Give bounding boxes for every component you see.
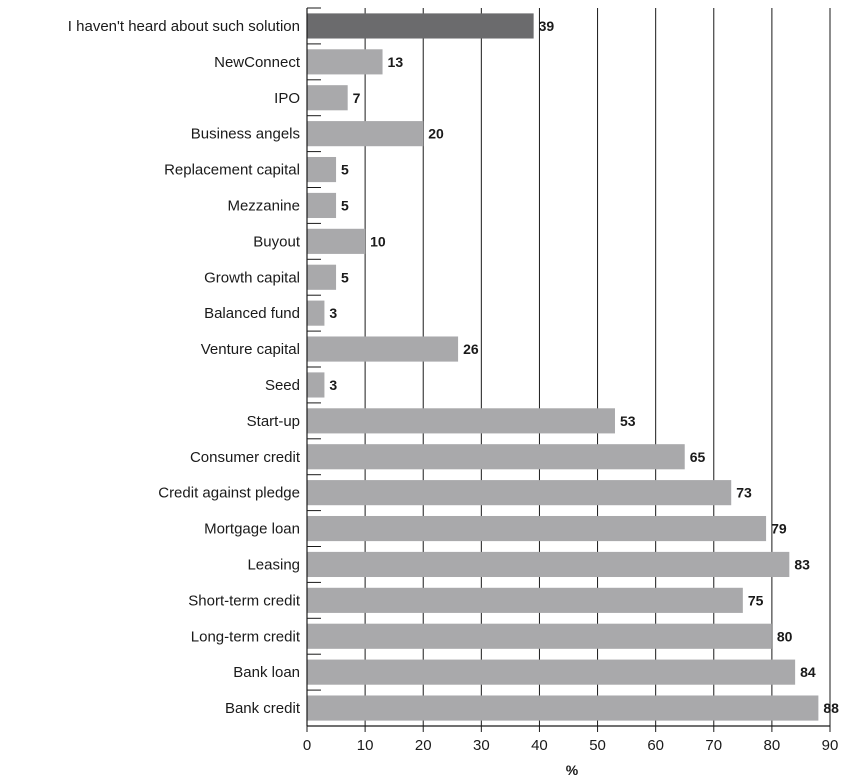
- data-label: 53: [620, 413, 636, 429]
- data-label: 80: [777, 628, 793, 644]
- data-label: 7: [353, 90, 361, 106]
- bar: [307, 551, 790, 578]
- axes: 0 10 20 30 40 50 60 70 80 90: [303, 7, 839, 754]
- bar: [307, 659, 796, 685]
- bar: [307, 85, 348, 111]
- category-label: I haven't heard about such solution: [68, 18, 300, 35]
- bar: [307, 300, 325, 326]
- data-label: 10: [370, 233, 386, 249]
- bar: [307, 480, 732, 506]
- x-tick-label: 90: [822, 737, 839, 754]
- category-label: Business angels: [191, 126, 300, 143]
- bar: [307, 336, 459, 362]
- x-tick-label: 80: [764, 737, 781, 754]
- data-label: 26: [463, 341, 479, 357]
- bars: [307, 13, 819, 721]
- category-label: Mezzanine: [227, 197, 300, 214]
- bar: [307, 623, 772, 649]
- data-label: 83: [794, 556, 810, 572]
- category-label: Start-up: [247, 413, 300, 430]
- category-label: Buyout: [253, 233, 301, 250]
- bar: [307, 228, 366, 254]
- category-label: Replacement capital: [164, 162, 300, 179]
- x-tick-label: 10: [357, 737, 374, 754]
- x-tick-label: 30: [473, 737, 490, 754]
- data-label: 65: [690, 449, 706, 465]
- category-label: NewConnect: [214, 54, 301, 71]
- bar: [307, 264, 337, 290]
- category-label: Bank loan: [233, 664, 300, 681]
- bar: [307, 121, 424, 147]
- category-label: Venture capital: [201, 341, 300, 358]
- category-label: Seed: [265, 377, 300, 394]
- bar: [307, 13, 534, 39]
- bar: [307, 587, 743, 613]
- bar: [307, 156, 337, 183]
- category-label: Balanced fund: [204, 305, 300, 322]
- category-label: Short-term credit: [188, 592, 301, 609]
- category-label: Growth capital: [204, 269, 300, 286]
- data-label: 3: [329, 377, 337, 393]
- bar: [307, 695, 819, 721]
- data-label: 5: [341, 197, 349, 213]
- category-label: Credit against pledge: [158, 485, 300, 502]
- data-label: 84: [800, 664, 816, 680]
- data-label: 13: [388, 54, 404, 70]
- data-label: 3: [329, 305, 337, 321]
- bar: [307, 515, 767, 542]
- x-tick-label: 60: [647, 737, 664, 754]
- data-label: 75: [748, 592, 764, 608]
- x-axis-title: %: [566, 762, 579, 778]
- data-label: 39: [539, 18, 555, 34]
- bar: [307, 372, 325, 398]
- data-label: 20: [428, 126, 444, 142]
- x-tick-label: 50: [589, 737, 606, 754]
- x-tick-label: 70: [705, 737, 722, 754]
- data-label: 5: [341, 269, 349, 285]
- bar: [307, 49, 383, 75]
- gridlines: [364, 8, 831, 726]
- bar: [307, 408, 615, 434]
- data-label: 73: [736, 485, 752, 501]
- data-label: 88: [823, 700, 839, 716]
- category-label: IPO: [274, 90, 300, 107]
- x-tick-label: 0: [303, 737, 311, 754]
- data-label: 5: [341, 162, 349, 178]
- category-label: Leasing: [247, 556, 300, 573]
- x-tick-label: 20: [415, 737, 432, 754]
- bar: [307, 192, 337, 219]
- bar: [307, 444, 685, 470]
- category-label: Long-term credit: [191, 628, 301, 645]
- data-label: 79: [771, 521, 787, 537]
- category-label: Mortgage loan: [204, 521, 300, 538]
- labels: 39 I haven't heard about such solution 13 N…: [68, 18, 839, 717]
- category-label: Consumer credit: [190, 449, 301, 466]
- x-tick-label: 40: [531, 737, 548, 754]
- category-label: Bank credit: [225, 700, 301, 717]
